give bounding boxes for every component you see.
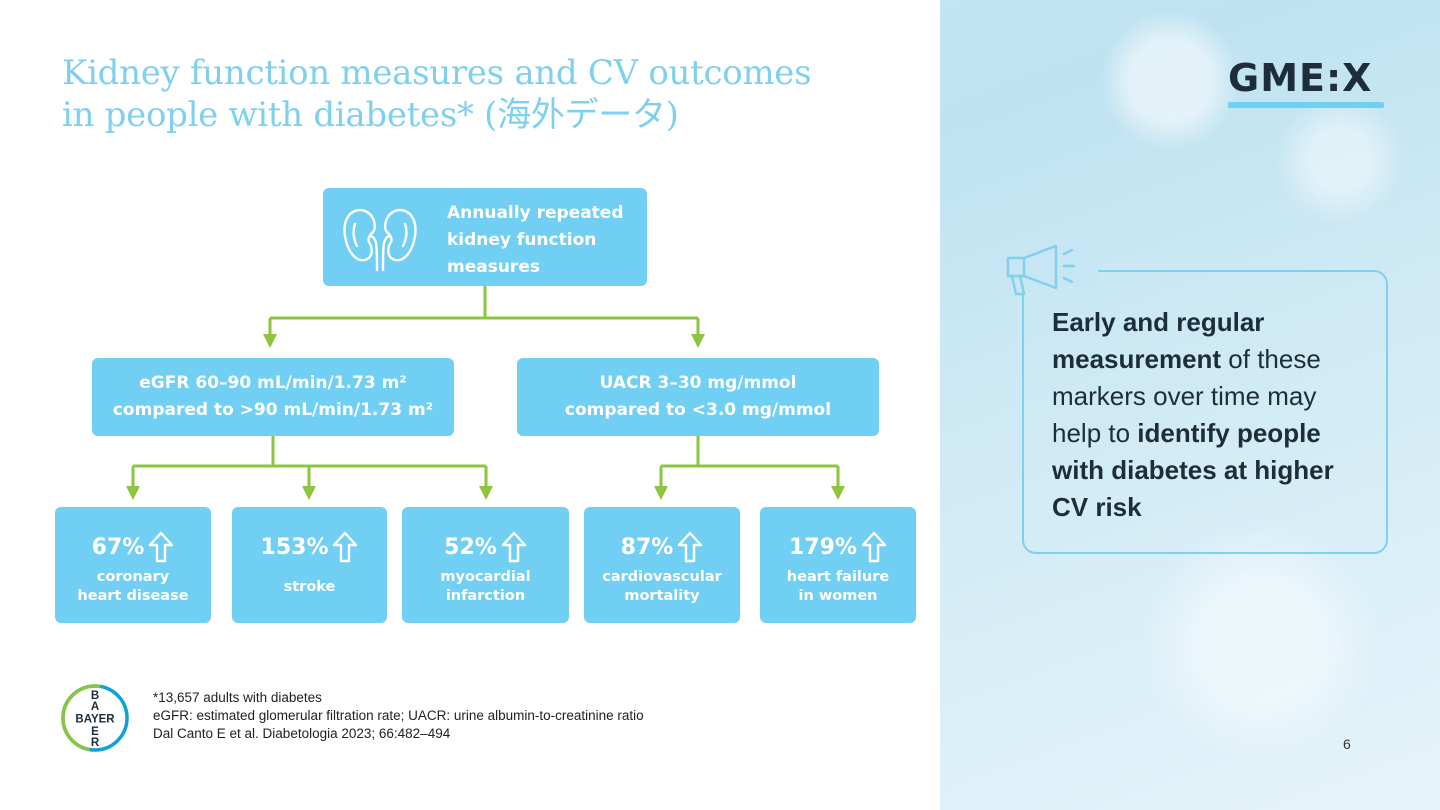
root-label-line: measures (447, 257, 540, 277)
outcome-label-line: heart disease (77, 588, 189, 604)
arrowhead (691, 334, 705, 348)
outcome-box-heart-failure-in-women: 179% heart failure in women (760, 507, 916, 623)
outcome-value: 52% (444, 534, 497, 560)
gmex-logo-text: GME:X (1228, 56, 1373, 100)
root-connector (268, 286, 700, 336)
outcome-box-cardiovascular-mortality: 87% cardiovascular mortality (584, 507, 740, 623)
arrow-up-icon (678, 531, 703, 563)
outcome-label-line: cardiovascular (602, 569, 722, 585)
root-box: Annually repeated kidney function measur… (323, 188, 647, 286)
flowchart-connectors (126, 286, 845, 500)
arrowhead (263, 334, 277, 348)
outcome-label-line: mortality (624, 588, 700, 604)
outcome-label-line: stroke (283, 578, 336, 595)
egfr-box: eGFR 60–90 mL/min/1.73 m² compared to >9… (92, 358, 454, 436)
megaphone-icon (1006, 244, 1076, 296)
callout-text: Early and regular measurement of these m… (1052, 304, 1372, 526)
arrowhead (126, 486, 140, 500)
uacr-label-line: compared to <3.0 mg/mmol (564, 400, 832, 420)
footnote-population: *13,657 adults with diabetes (153, 690, 322, 705)
title-line-2: in people with diabetes* (海外データ) (62, 95, 679, 135)
outcome-box-stroke: 153% stroke (232, 507, 387, 623)
arrow-up-icon (861, 531, 887, 563)
gmex-logo-underline (1228, 102, 1384, 108)
outcome-value: 153% (260, 534, 329, 560)
arrow-up-icon (333, 531, 358, 563)
title-line-1: Kidney function measures and CV outcomes (62, 53, 812, 93)
outcome-label-line: heart failure (786, 569, 890, 585)
outcome-label-line: coronary (96, 569, 170, 585)
slide-title: Kidney function measures and CV outcomes… (62, 52, 902, 136)
root-label-line: kidney function (447, 230, 597, 250)
arrowhead (302, 486, 316, 500)
outcome-label-line: myocardial (440, 569, 531, 585)
bayer-letter: B (91, 690, 99, 702)
gmex-logo: GME:X (1228, 56, 1384, 110)
arrowhead (654, 486, 668, 500)
arrowhead (479, 486, 493, 500)
bayer-horizontal-word: BAYER (75, 714, 115, 726)
uacr-box: UACR 3–30 mg/mmol compared to <3.0 mg/mm… (517, 358, 879, 436)
outcome-box-myocardial-infarction: 52% myocardial infarction (402, 507, 569, 623)
outcome-box-coronary-heart-disease: 67% coronary heart disease (55, 507, 211, 623)
bayer-letter: R (91, 737, 100, 749)
callout-box (1022, 270, 1388, 554)
egfr-label-line: eGFR 60–90 mL/min/1.73 m² (139, 373, 407, 393)
outcome-value: 87% (620, 534, 674, 560)
bayer-letter: A (91, 701, 99, 713)
root-label: Annually repeated kidney function measur… (447, 200, 643, 281)
footnote-abbreviations: eGFR: estimated glomerular filtration ra… (153, 708, 644, 723)
uacr-connector (659, 436, 840, 488)
arrowhead (831, 486, 845, 500)
footnotes: *13,657 adults with diabetes eGFR: estim… (153, 689, 644, 743)
egfr-connector (131, 436, 488, 488)
outcome-value: 67% (91, 534, 145, 560)
uacr-label-line: UACR 3–30 mg/mmol (599, 373, 797, 393)
callout-regular-text: of these markers over time may help to (1052, 344, 1321, 448)
outcome-label-line: infarction (445, 588, 526, 604)
root-label-line: Annually repeated (447, 203, 624, 223)
arrow-up-icon (149, 531, 174, 563)
callout-bold-text: Early and regular measurement (1052, 307, 1265, 374)
page-number: 6 (1343, 736, 1351, 752)
outcome-label-line: in women (798, 588, 878, 604)
arrow-up-icon (501, 531, 527, 563)
outcome-value: 179% (789, 534, 857, 560)
callout-bold-text: identify people with diabetes at higher … (1052, 418, 1334, 522)
footnote-reference: Dal Canto E et al. Diabetologia 2023; 66… (153, 726, 451, 741)
bayer-logo: B A BAYER E R (61, 684, 129, 752)
bayer-letter: E (91, 726, 99, 738)
kidneys-icon (343, 208, 417, 272)
egfr-label-line: compared to >90 mL/min/1.73 m² (112, 400, 434, 420)
